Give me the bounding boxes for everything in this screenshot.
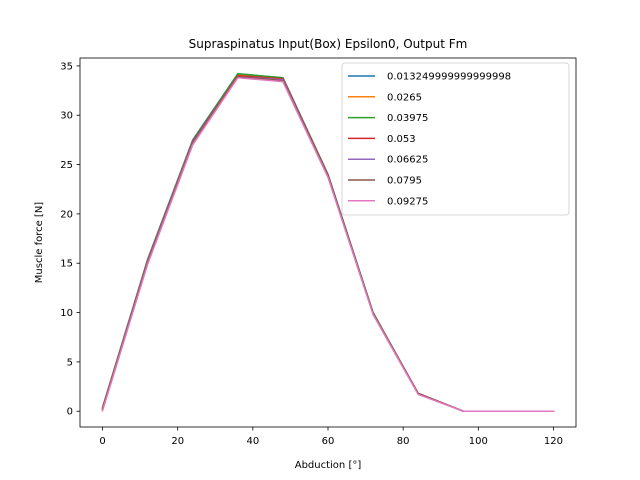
- x-tick-label: 120: [544, 436, 563, 447]
- y-tick-label: 20: [60, 209, 73, 220]
- x-tick-label: 80: [397, 436, 410, 447]
- y-tick-label: 5: [67, 357, 73, 368]
- y-tick-label: 25: [60, 160, 73, 171]
- legend-label: 0.03975: [387, 113, 428, 124]
- y-axis-label: Muscle force [N]: [34, 202, 45, 284]
- legend-box: [341, 62, 570, 216]
- y-tick-label: 10: [60, 308, 73, 319]
- y-tick-label: 30: [60, 111, 73, 122]
- legend-label: 0.053: [387, 134, 416, 145]
- y-tick-label: 15: [60, 259, 73, 270]
- x-axis-label: Abduction [°]: [295, 460, 362, 471]
- x-tick-label: 0: [99, 436, 105, 447]
- y-tick-label: 0: [67, 407, 73, 418]
- legend-label: 0.0795: [387, 176, 422, 187]
- y-tick-label: 35: [60, 61, 73, 72]
- series-line-7: [101, 76, 555, 412]
- x-tick-label: 40: [246, 436, 259, 447]
- y-axis: 0 5 10 15 20 25 30 35: [60, 61, 80, 418]
- chart-title: Supraspinatus Input(Box) Epsilon0, Outpu…: [189, 37, 468, 51]
- series-lines: [101, 73, 555, 412]
- x-tick-label: 100: [469, 436, 488, 447]
- legend-label: 0.06625: [387, 155, 428, 166]
- legend-label: 0.013249999999999998: [387, 72, 511, 83]
- x-axis: 0 20 40 60 80 100 120: [99, 427, 563, 447]
- x-tick-label: 20: [171, 436, 184, 447]
- legend: 0.013249999999999998 0.0265 0.03975 0.053 0.…: [341, 62, 570, 216]
- legend-label: 0.0265: [387, 92, 422, 103]
- legend-label: 0.09275: [387, 196, 428, 207]
- x-tick-label: 60: [322, 436, 335, 447]
